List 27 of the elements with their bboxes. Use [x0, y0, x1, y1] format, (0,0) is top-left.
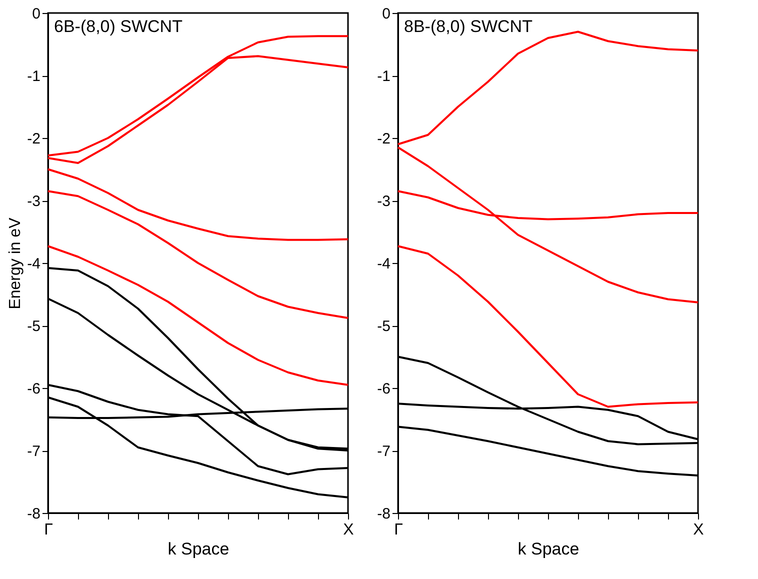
y-tick-label: -5	[27, 318, 40, 335]
chart-title: 6B-(8,0) SWCNT	[54, 17, 182, 36]
y-tick-label: -7	[377, 443, 390, 460]
y-tick-label: -2	[27, 130, 40, 148]
x-tick-label: Γ	[394, 522, 404, 538]
x-axis-title: k Space	[518, 540, 580, 558]
y-tick-label: -6	[377, 380, 390, 398]
y-tick-label: 0	[382, 6, 390, 22]
y-tick-label: -4	[377, 256, 390, 272]
y-tick-label: -3	[377, 193, 390, 210]
y-tick-label: -8	[27, 506, 40, 522]
y-tick-label: -1	[27, 68, 40, 85]
x-tick-label: X	[693, 522, 704, 538]
x-tick-label: X	[343, 522, 354, 538]
y-tick-label: -5	[377, 318, 390, 335]
y-tick-label: 0	[32, 6, 40, 22]
y-tick-label: -7	[27, 443, 40, 460]
y-tick-label: -4	[27, 256, 40, 272]
y-tick-label: -1	[377, 68, 390, 85]
x-axis-title: k Space	[168, 540, 230, 558]
y-tick-label: -3	[27, 193, 40, 210]
y-tick-label: -8	[377, 506, 390, 522]
x-tick-label: Γ	[44, 522, 54, 538]
chart-title: 8B-(8,0) SWCNT	[404, 17, 532, 36]
y-tick-label: -6	[27, 380, 40, 398]
y-axis-title: Energy in eV	[7, 217, 24, 310]
y-tick-label: -2	[377, 130, 390, 148]
